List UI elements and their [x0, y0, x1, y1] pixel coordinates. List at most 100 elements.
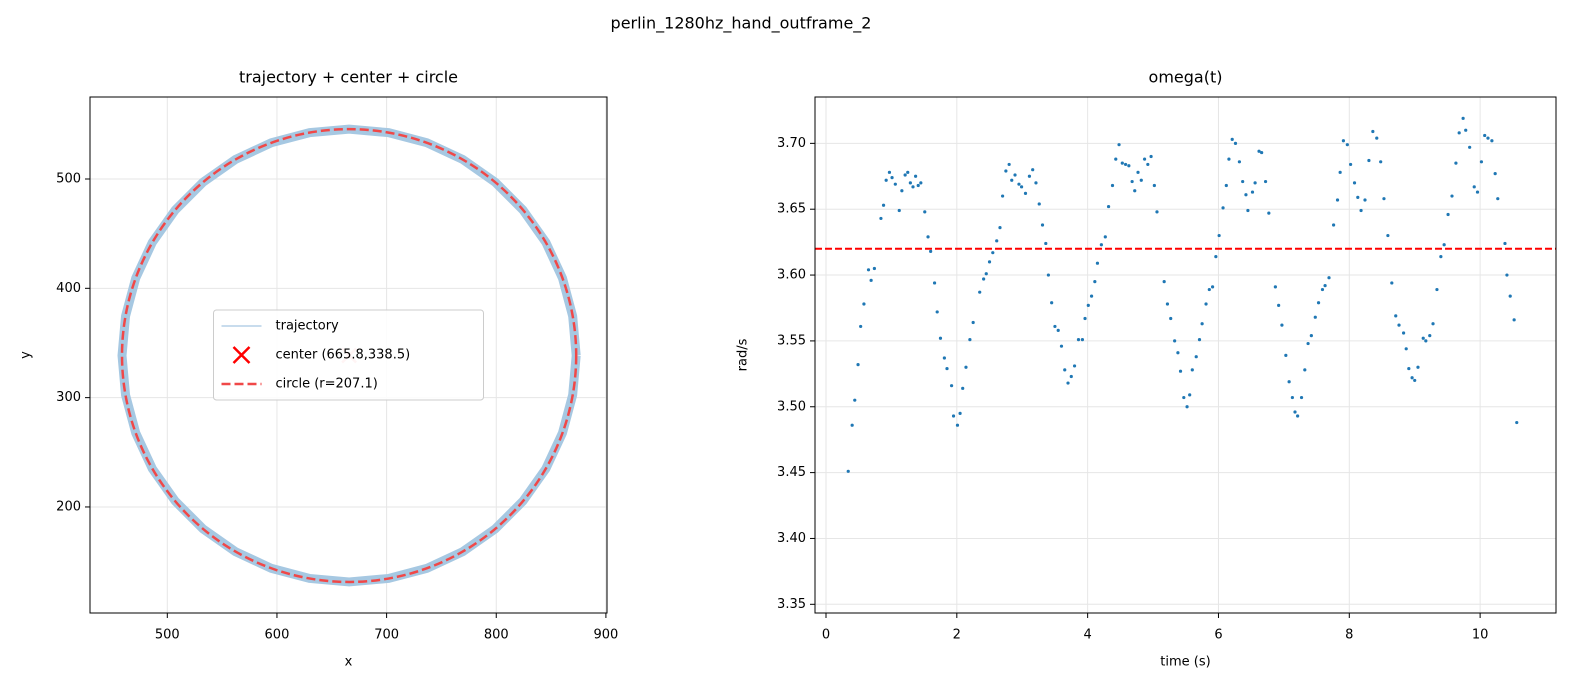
data-point: [1404, 347, 1408, 351]
data-point: [1210, 285, 1215, 289]
data-point: [1142, 157, 1147, 161]
data-point: [1031, 168, 1035, 172]
data-point: [1152, 183, 1156, 188]
x-tick-label: 600: [265, 628, 290, 643]
data-point: [1204, 302, 1208, 306]
data-point: [1086, 303, 1090, 307]
data-point: [998, 226, 1002, 230]
data-point: [1382, 197, 1386, 201]
data-point: [900, 189, 904, 193]
data-point: [1461, 116, 1465, 120]
legend-label: trajectory: [276, 319, 340, 334]
data-point: [1257, 149, 1261, 153]
data-point: [982, 277, 986, 281]
data-point: [1244, 193, 1248, 197]
y-tick-label: 3.50: [777, 399, 806, 414]
data-point: [1515, 420, 1519, 425]
data-point: [1284, 353, 1288, 357]
data-point: [1518, 633, 1521, 636]
data-point: [1001, 194, 1005, 198]
data-point: [1410, 376, 1414, 380]
legend-box: [213, 309, 484, 401]
data-point: [1503, 241, 1507, 246]
data-point: [1056, 328, 1060, 332]
data-point: [1439, 255, 1443, 259]
data-point: [1273, 285, 1277, 289]
data-point: [1475, 190, 1480, 194]
data-point: [1139, 178, 1143, 182]
data-point: [1320, 287, 1325, 292]
fit-circle: [120, 127, 578, 584]
chart: 500 600 700 800 900 200 300 400 500 trajectory + …: [19, 68, 619, 670]
data-point: [914, 174, 918, 178]
data-point: [1133, 189, 1137, 193]
data-point: [881, 203, 886, 207]
data-point: [1123, 162, 1128, 167]
data-point: [929, 249, 933, 253]
data-point: [1508, 294, 1512, 298]
data-point: [911, 185, 915, 189]
data-point: [987, 260, 992, 264]
data-point: [1293, 410, 1297, 414]
legend-label: center (665.8,338.5): [276, 348, 411, 363]
data-point: [1182, 395, 1186, 400]
x-tick-label: 2: [953, 628, 961, 643]
data-point: [1013, 173, 1017, 177]
data-point: [1046, 273, 1050, 277]
y-tick-label: 3.45: [777, 465, 806, 480]
data-point: [1454, 161, 1458, 165]
data-point: [1416, 365, 1420, 369]
data-point: [1117, 143, 1121, 147]
data-point: [1197, 337, 1202, 342]
data-point: [1178, 369, 1183, 373]
data-point: [938, 336, 943, 340]
data-point: [991, 251, 995, 255]
data-point: [1155, 210, 1159, 214]
data-point: [932, 281, 937, 285]
data-point: [935, 310, 939, 314]
data-point: [1446, 212, 1450, 217]
data-point: [1359, 208, 1363, 213]
data-point: [1341, 139, 1346, 143]
x-tick-label: 6: [1214, 628, 1222, 643]
data-point: [1188, 393, 1192, 397]
x-axis-label: time (s): [1160, 655, 1210, 670]
data-point: [1059, 344, 1064, 348]
y-tick-label: 200: [56, 499, 81, 514]
data-point: [1093, 280, 1097, 284]
data-point: [1338, 170, 1342, 174]
axes-frame: [89, 96, 608, 614]
y-axis-label: y: [19, 351, 34, 359]
data-point: [1017, 182, 1021, 186]
data-point: [1130, 179, 1134, 184]
y-tick-label: 400: [56, 281, 81, 296]
data-point: [1375, 136, 1379, 140]
data-point: [1379, 160, 1383, 164]
data-point: [1253, 181, 1257, 185]
data-point: [1246, 208, 1250, 213]
data-point: [1083, 316, 1087, 321]
y-axis-label: rad/s: [736, 338, 751, 371]
y-tick-label: 300: [56, 390, 81, 405]
data-point: [862, 302, 866, 306]
data-point: [1004, 169, 1008, 173]
data-point: [971, 320, 975, 325]
data-point: [1127, 164, 1131, 168]
data-point: [964, 365, 968, 369]
data-point: [1363, 198, 1367, 202]
data-point: [1173, 339, 1177, 343]
x-tick-label: 800: [484, 628, 509, 643]
data-point: [1224, 183, 1228, 188]
data-point: [1076, 337, 1081, 342]
data-point: [1431, 322, 1435, 326]
data-point: [1080, 337, 1085, 342]
data-point: [1424, 339, 1428, 343]
x-tick-label: 900: [593, 628, 618, 643]
data-point: [1512, 318, 1516, 322]
data-point: [897, 208, 901, 213]
data-point: [1390, 281, 1394, 285]
data-point: [1442, 243, 1446, 247]
data-point: [1486, 136, 1490, 140]
data-point: [1237, 160, 1242, 164]
data-point: [1250, 190, 1255, 194]
